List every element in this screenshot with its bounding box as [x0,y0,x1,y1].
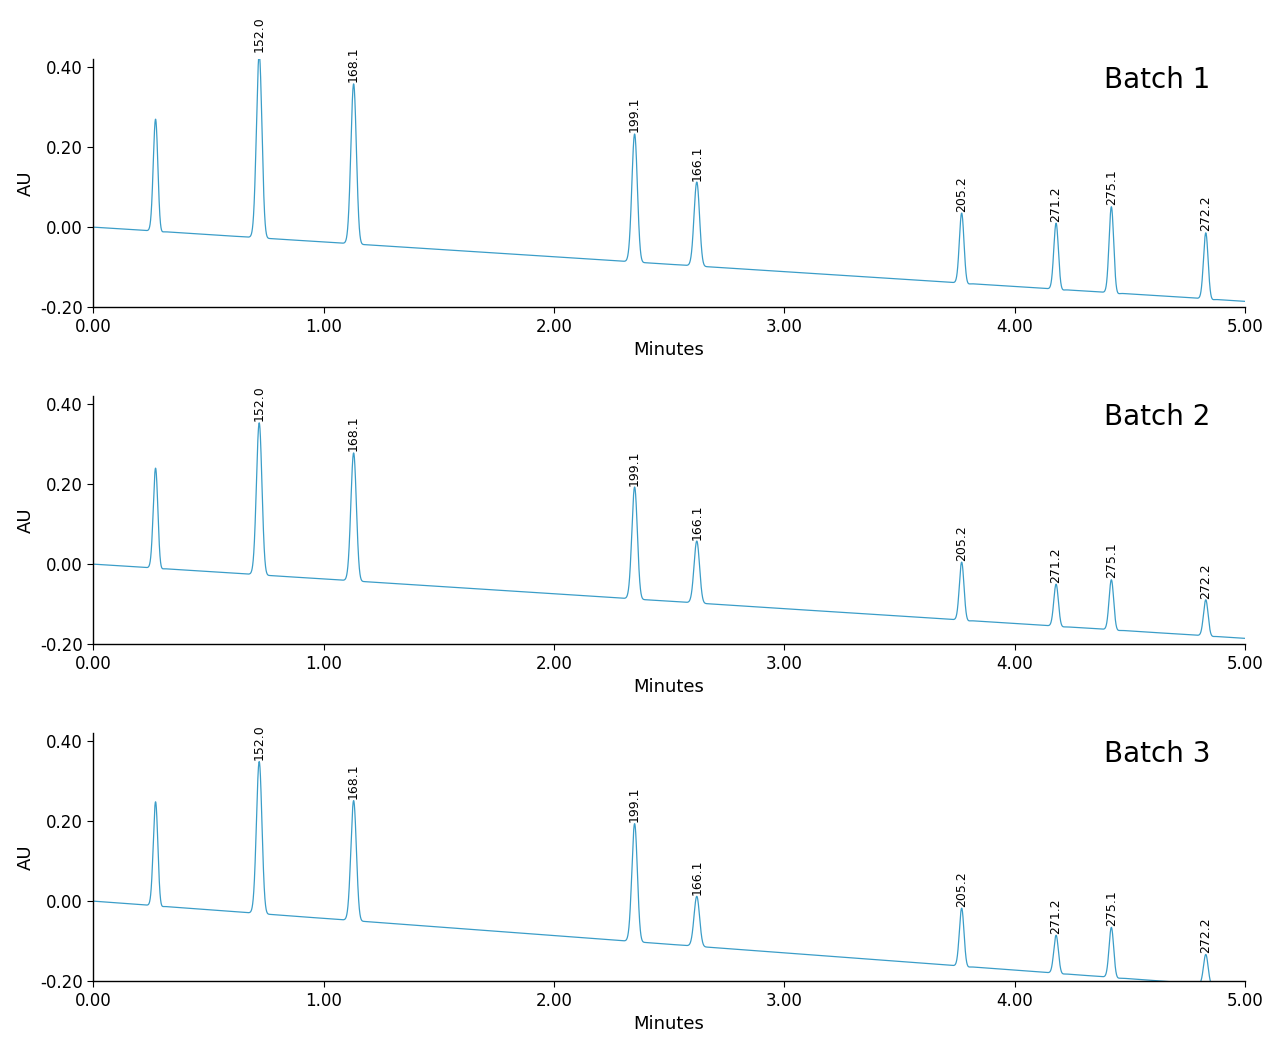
Text: Batch 2: Batch 2 [1105,403,1211,432]
Text: 272.2: 272.2 [1199,918,1212,953]
Text: 275.1: 275.1 [1105,169,1117,206]
Text: 152.0: 152.0 [252,724,266,760]
Text: 271.2: 271.2 [1050,547,1062,583]
Y-axis label: AU: AU [17,507,35,532]
Text: 275.1: 275.1 [1105,890,1117,926]
Text: 166.1: 166.1 [690,145,703,181]
Text: 152.0: 152.0 [252,385,266,421]
Text: 205.2: 205.2 [955,525,968,561]
Text: 168.1: 168.1 [347,46,360,82]
Text: 205.2: 205.2 [955,176,968,212]
X-axis label: Minutes: Minutes [634,341,704,359]
Text: 275.1: 275.1 [1105,543,1117,579]
X-axis label: Minutes: Minutes [634,1015,704,1033]
Text: 199.1: 199.1 [628,97,641,132]
Text: Batch 1: Batch 1 [1105,66,1211,94]
Text: Batch 3: Batch 3 [1103,740,1211,769]
Y-axis label: AU: AU [17,170,35,196]
Text: 199.1: 199.1 [628,450,641,485]
Text: 168.1: 168.1 [347,763,360,799]
Y-axis label: AU: AU [17,844,35,869]
Text: 152.0: 152.0 [252,17,266,52]
Text: 271.2: 271.2 [1050,186,1062,222]
Text: 272.2: 272.2 [1199,195,1212,231]
Text: 271.2: 271.2 [1050,899,1062,933]
Text: 205.2: 205.2 [955,872,968,907]
Text: 166.1: 166.1 [690,860,703,895]
Text: 272.2: 272.2 [1199,563,1212,598]
Text: 199.1: 199.1 [628,786,641,822]
X-axis label: Minutes: Minutes [634,678,704,696]
Text: 168.1: 168.1 [347,416,360,452]
Text: 166.1: 166.1 [690,504,703,540]
